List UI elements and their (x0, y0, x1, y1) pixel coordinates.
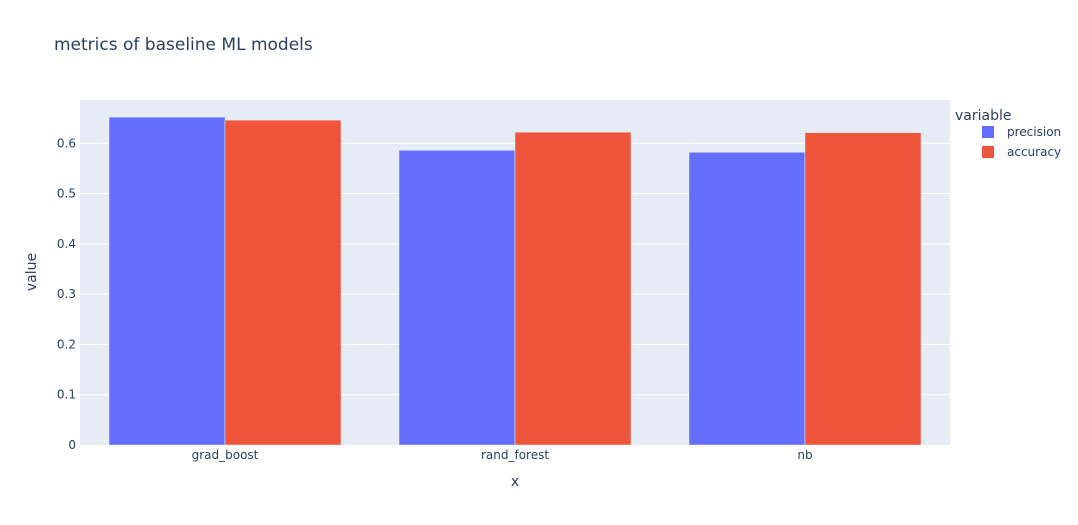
y-tick-label: 0.1 (57, 388, 76, 402)
bar-precision-rand_forest (398, 150, 516, 446)
x-tick-label: grad_boost (192, 448, 259, 462)
legend-item-precision: precision (982, 125, 1061, 139)
bar-accuracy-grad_boost (224, 119, 342, 446)
y-tick-label: 0.6 (57, 136, 76, 150)
y-tick-label: 0.4 (57, 237, 76, 251)
legend: variable precision accuracy (955, 108, 1061, 159)
x-tick-label: rand_forest (481, 448, 549, 462)
legend-label: precision (1007, 125, 1061, 139)
x-tick-labels: grad_boost rand_forest nb (192, 448, 813, 462)
legend-title: variable (955, 108, 1011, 124)
legend-swatch (982, 146, 994, 158)
bar-accuracy-rand_forest (514, 131, 632, 446)
y-tick-label: 0 (68, 438, 76, 452)
chart-title: metrics of baseline ML models (54, 35, 313, 55)
bar-precision-grad_boost (108, 116, 226, 446)
legend-label: accuracy (1007, 145, 1061, 159)
legend-item-accuracy: accuracy (982, 145, 1061, 159)
x-axis-title: x (511, 474, 519, 490)
y-tick-label: 0.2 (57, 337, 76, 351)
y-tick-labels: 0 0.1 0.2 0.3 0.4 0.5 0.6 (57, 136, 76, 452)
bar-precision-nb (688, 152, 806, 446)
legend-items: precision accuracy (982, 125, 1061, 159)
bars (108, 116, 922, 446)
y-axis-title: value (24, 253, 40, 291)
y-tick-label: 0.5 (57, 187, 76, 201)
bar-accuracy-nb (804, 132, 922, 446)
legend-swatch (982, 126, 994, 138)
y-tick-label: 0.3 (57, 287, 76, 301)
x-tick-label: nb (797, 448, 812, 462)
